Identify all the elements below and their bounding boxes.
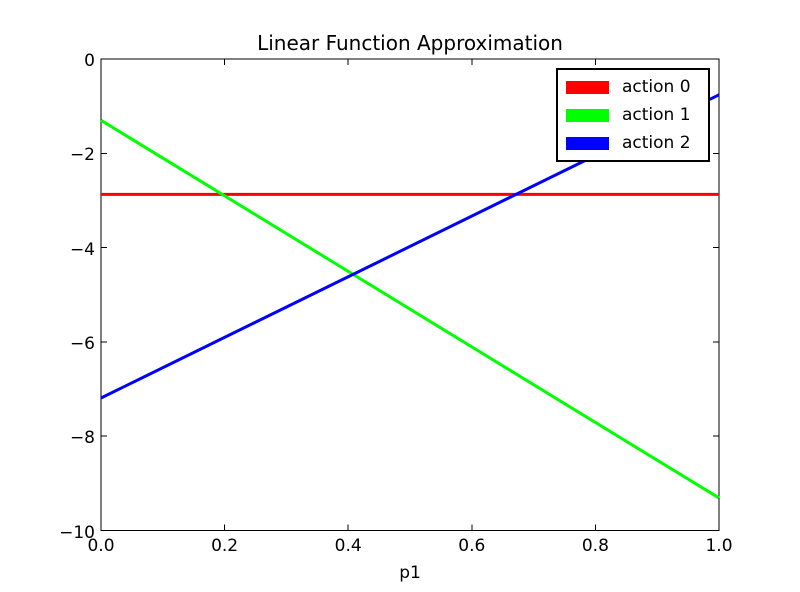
x-tick-label: 0.4: [334, 536, 362, 556]
x-tick-label: 1.0: [705, 536, 733, 556]
y-tick-label: −8: [69, 428, 95, 449]
legend: action 0 action 1 action 2: [556, 68, 710, 162]
legend-label: action 1: [622, 105, 691, 125]
legend-label: action 0: [622, 77, 691, 97]
y-tick-label: 0: [84, 51, 95, 71]
legend-item: action 1: [558, 101, 708, 129]
y-tick-label: −2: [69, 145, 95, 166]
x-axis-label: p1: [399, 563, 421, 583]
legend-item: action 2: [558, 129, 708, 157]
legend-item: action 0: [558, 73, 708, 101]
x-tick-label: 0.0: [87, 536, 115, 556]
x-tick-label: 0.8: [581, 536, 609, 556]
series-line-action-1: [100, 119, 720, 500]
legend-label: action 2: [622, 133, 691, 153]
chart-title: Linear Function Approximation: [257, 31, 563, 55]
y-tick-label: −4: [69, 239, 95, 260]
axes-frame: [100, 58, 720, 531]
x-tick-label: 0.2: [211, 536, 239, 556]
x-tick-label: 0.6: [458, 536, 486, 556]
y-tick-label: −6: [69, 333, 95, 354]
legend-swatch-action-2: [566, 136, 609, 150]
y-tick-label: −10: [59, 522, 95, 543]
legend-swatch-action-0: [566, 80, 609, 94]
legend-swatch-action-1: [566, 108, 609, 122]
